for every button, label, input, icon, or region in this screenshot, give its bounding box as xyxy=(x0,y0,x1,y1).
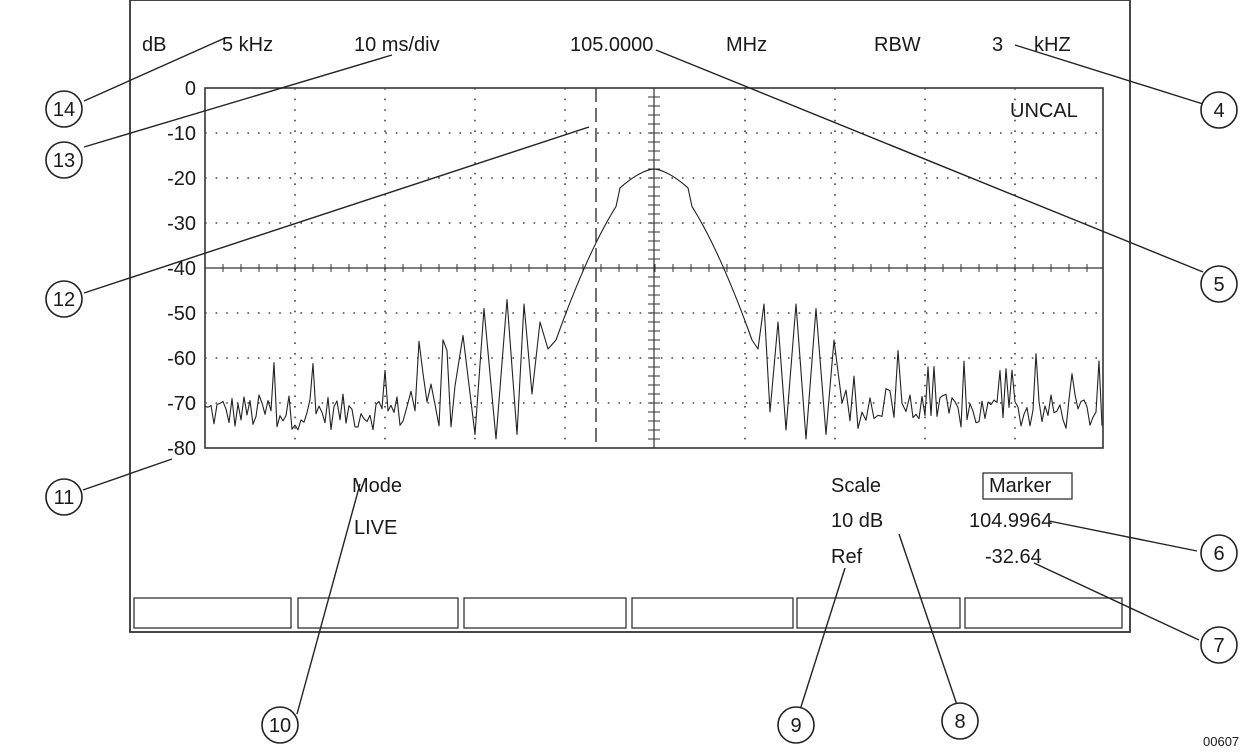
marker-frequency: 104.9964 xyxy=(969,510,1052,532)
leader-14 xyxy=(83,37,226,102)
ref-label: Ref xyxy=(831,546,863,568)
uncal-indicator: UNCAL xyxy=(1010,100,1078,122)
callout-leaders xyxy=(82,37,1204,715)
sweep-readout: 10 ms/div xyxy=(354,34,440,56)
y-tick-label: -70 xyxy=(167,393,196,415)
callout-13: 13 xyxy=(45,141,83,179)
callout-circle xyxy=(45,90,83,128)
leader-13 xyxy=(83,54,393,148)
callout-12: 12 xyxy=(45,280,83,318)
leader-11 xyxy=(82,458,173,491)
callout-number: 8 xyxy=(954,711,965,733)
scale-value: 10 dB xyxy=(831,510,883,532)
callout-number: 6 xyxy=(1213,543,1224,565)
leader-10 xyxy=(296,483,361,715)
callouts: 14 13 12 11 10 9 8 7 6 5 4 xyxy=(45,90,1238,744)
leader-5 xyxy=(655,49,1204,273)
callout-number: 5 xyxy=(1213,274,1224,296)
span-readout: 5 kHz xyxy=(222,34,273,56)
callout-circle xyxy=(1200,534,1238,572)
callout-9: 9 xyxy=(777,706,815,744)
callout-10: 10 xyxy=(261,706,299,744)
softkey-2[interactable] xyxy=(297,597,459,629)
callout-circle xyxy=(45,478,83,516)
callout-number: 11 xyxy=(54,487,75,509)
marker-label: Marker xyxy=(989,475,1052,497)
center-frequency: 105.0000 xyxy=(570,34,653,56)
spectrum-trace xyxy=(204,168,1103,440)
rbw-label: RBW xyxy=(874,34,921,56)
y-tick-label: -10 xyxy=(167,123,196,145)
callout-number: 14 xyxy=(53,99,75,121)
callout-circle xyxy=(45,141,83,179)
softkey-3[interactable] xyxy=(463,597,627,629)
rbw-value: 3 xyxy=(992,34,1003,56)
screen-frame xyxy=(129,0,1131,633)
softkey-1[interactable] xyxy=(133,597,292,629)
callout-7: 7 xyxy=(1200,626,1238,664)
mode-value: LIVE xyxy=(354,517,397,539)
y-tick-label: -50 xyxy=(167,303,196,325)
db-label: dB xyxy=(142,34,166,56)
scale-label: Scale xyxy=(831,475,881,497)
callout-number: 13 xyxy=(53,150,75,172)
callout-circle xyxy=(941,702,979,740)
callout-circle xyxy=(777,706,815,744)
callout-circle xyxy=(261,706,299,744)
figure-id: 00607 xyxy=(1203,734,1239,749)
softkey-6[interactable] xyxy=(964,597,1123,629)
callout-6: 6 xyxy=(1200,534,1238,572)
callout-5: 5 xyxy=(1200,265,1238,303)
callout-4: 4 xyxy=(1200,91,1238,129)
leader-4 xyxy=(1014,44,1204,105)
y-tick-label: -60 xyxy=(167,348,196,370)
y-tick-label: -20 xyxy=(167,168,196,190)
leader-7 xyxy=(1033,562,1200,641)
y-tick-label: 0 xyxy=(185,78,196,100)
softkey-5[interactable] xyxy=(796,597,961,629)
callout-number: 12 xyxy=(53,289,75,311)
marker-level: -32.64 xyxy=(985,546,1042,568)
leader-8 xyxy=(898,533,958,706)
callout-circle xyxy=(45,280,83,318)
callout-circle xyxy=(1200,265,1238,303)
marker-box xyxy=(982,472,1073,500)
callout-number: 9 xyxy=(790,715,801,737)
leader-12 xyxy=(83,126,590,294)
grid-dots xyxy=(205,88,1103,448)
callout-11: 11 xyxy=(45,478,83,516)
callout-number: 10 xyxy=(269,715,291,737)
frequency-unit: MHz xyxy=(726,34,767,56)
leader-6 xyxy=(1048,520,1198,552)
callout-number: 7 xyxy=(1213,635,1224,657)
leader-9 xyxy=(799,567,846,711)
callout-circle xyxy=(1200,91,1238,129)
softkey-bar xyxy=(133,597,1123,629)
callout-8: 8 xyxy=(941,702,979,740)
callout-number: 4 xyxy=(1213,100,1224,122)
callout-14: 14 xyxy=(45,90,83,128)
rbw-unit: kHZ xyxy=(1034,34,1071,56)
graticule xyxy=(204,87,1104,449)
y-tick-label: -30 xyxy=(167,213,196,235)
y-axis-labels: 0-10-20-30-40-50-60-70-80 xyxy=(167,78,196,460)
mode-label: Mode xyxy=(352,475,402,497)
softkey-4[interactable] xyxy=(631,597,794,629)
y-tick-label: -80 xyxy=(167,438,196,460)
center-ticks xyxy=(222,96,1088,440)
callout-circle xyxy=(1200,626,1238,664)
